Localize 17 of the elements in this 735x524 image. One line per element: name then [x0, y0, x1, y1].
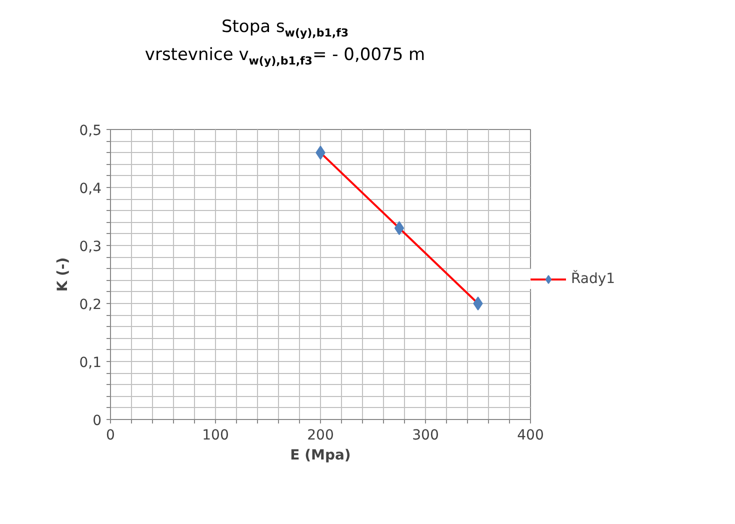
- x-tick-label: 300: [412, 428, 439, 444]
- x-tick-label: 200: [307, 428, 334, 444]
- chart-title: Stopa s$_{w(y),b1,f3}$ vrstevnice v$_{w(y),b1,f3}$= - 0,0075 m: [144, 17, 426, 68]
- x-tick-label: 0: [106, 428, 115, 444]
- point: [473, 296, 483, 310]
- y-tick-label: 0,5: [79, 123, 102, 139]
- y-axis-title: K (-): [55, 257, 72, 292]
- y-tick-label: 0,2: [79, 297, 102, 313]
- x-tick-label: 100: [202, 428, 229, 444]
- x-axis-title: E (Mpa): [290, 448, 351, 464]
- y-tick-label: 0: [92, 413, 102, 429]
- y-tick-label: 0,1: [79, 355, 102, 371]
- x-tick-label: 400: [517, 428, 544, 444]
- point: [394, 221, 404, 236]
- y-tick-label: 0,4: [79, 181, 102, 197]
- y-tick-label: 0,3: [79, 239, 102, 255]
- legend-label: Řady1: [571, 271, 616, 287]
